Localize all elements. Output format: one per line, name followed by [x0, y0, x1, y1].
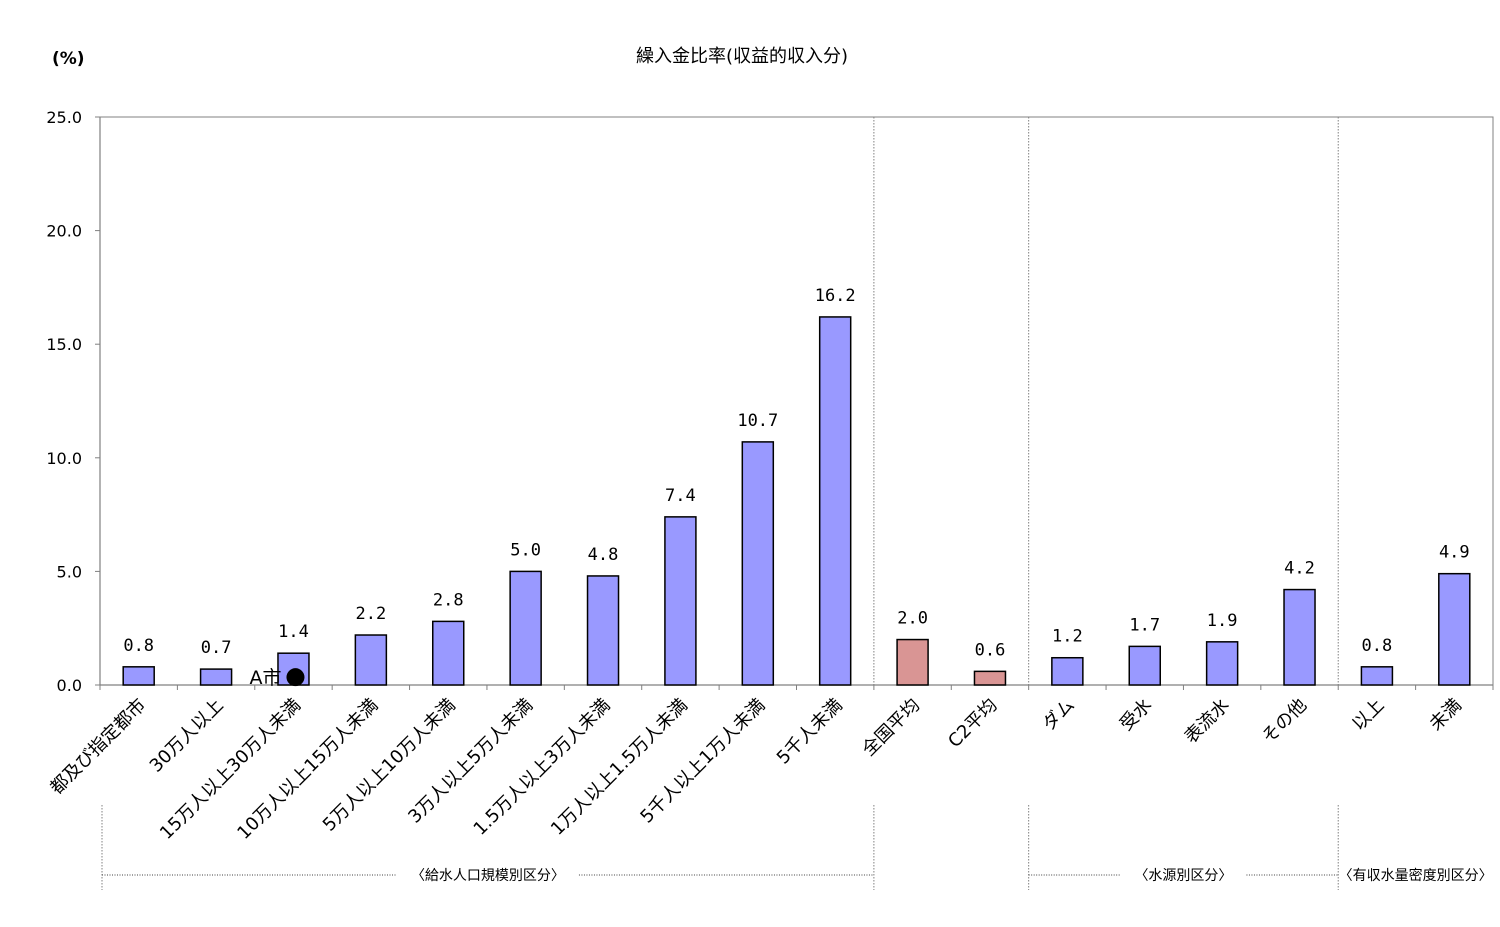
value-label: 5.0: [510, 540, 541, 560]
category-label: 10万人以上15万人未満: [233, 695, 382, 844]
value-label: 1.2: [1052, 627, 1083, 647]
value-label: 2.0: [897, 609, 928, 629]
category-label: 5万人以上10万人未満: [319, 695, 460, 836]
y-tick-label: 25.0: [46, 108, 82, 127]
y-tick-label: 15.0: [46, 335, 82, 354]
bar: [818, 316, 852, 686]
bar: [973, 670, 1007, 686]
bar: [896, 638, 929, 686]
group-label: 〈有収水量密度別区分〉: [1339, 867, 1493, 884]
value-label: 0.7: [201, 638, 232, 658]
value-label: 10.7: [737, 411, 778, 431]
category-label: 全国平均: [858, 695, 924, 761]
category-label: 都及び指定都市: [46, 695, 150, 799]
marker-dot: [286, 668, 305, 687]
y-tick-label: 0.0: [57, 676, 82, 695]
bar: [586, 575, 620, 686]
value-label: 1.7: [1129, 615, 1160, 635]
value-label: 7.4: [665, 486, 696, 506]
bar: [354, 634, 388, 686]
value-label: 1.4: [278, 622, 309, 642]
bar: [509, 570, 542, 686]
y-tick-label: 20.0: [46, 222, 82, 241]
category-label: 表流水: [1181, 695, 1234, 748]
value-label: 4.9: [1439, 543, 1470, 563]
value-label: 0.6: [975, 640, 1006, 660]
category-label: 5千人未満: [773, 695, 847, 769]
value-label: 0.8: [1362, 636, 1393, 656]
value-label: 4.8: [588, 545, 619, 565]
value-label: 16.2: [815, 286, 856, 306]
bar: [1283, 588, 1316, 686]
marker-label: A市: [249, 667, 281, 689]
bar: [1051, 656, 1084, 686]
category-label: 1.5万人以上3万人未満: [470, 695, 615, 840]
group-label: 〈給水人口規模別区分〉: [411, 868, 565, 884]
bar: [664, 516, 697, 686]
category-label: 15万人以上30万人未満: [156, 695, 305, 844]
category-label: その他: [1258, 695, 1311, 748]
category-label: 以上: [1348, 695, 1388, 735]
category-label: 未満: [1426, 695, 1466, 735]
value-label: 0.8: [123, 636, 154, 656]
category-label: 1万人以上1.5万人未満: [547, 695, 692, 840]
y-tick-label: 5.0: [57, 562, 82, 581]
value-label: 4.2: [1284, 559, 1315, 579]
bar: [199, 668, 233, 686]
bar: [122, 666, 155, 686]
chart-title: 繰入金比率(収益的収入分): [636, 46, 848, 67]
category-label: C2平均: [944, 695, 1001, 752]
unit-label: (%): [52, 49, 85, 69]
value-label: 2.2: [356, 604, 387, 624]
bar: [1360, 666, 1394, 686]
bar: [1205, 641, 1239, 686]
group-label: 〈水源別区分〉: [1134, 868, 1232, 884]
y-tick-label: 10.0: [46, 449, 82, 468]
category-label: 30万人以上: [146, 695, 228, 777]
bar: [1438, 572, 1471, 686]
category-label: 受水: [1116, 695, 1156, 735]
bar: [1128, 645, 1161, 686]
value-label: 2.8: [433, 590, 464, 610]
bar: [432, 620, 465, 686]
value-label: 1.9: [1207, 611, 1238, 631]
bar: [741, 441, 775, 686]
category-label: ダム: [1039, 695, 1079, 735]
